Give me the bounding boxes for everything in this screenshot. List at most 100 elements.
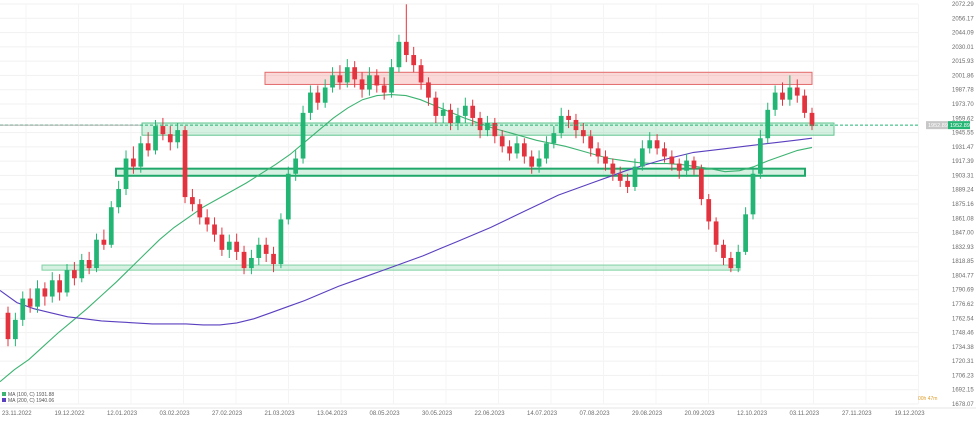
candle <box>426 77 431 106</box>
candle-body <box>558 115 564 134</box>
candle <box>293 150 299 181</box>
candle <box>610 158 616 181</box>
candle-body <box>145 143 151 151</box>
candle-body <box>477 117 483 131</box>
zone-support-2 <box>115 167 806 177</box>
candle <box>462 97 468 124</box>
candle <box>49 272 55 303</box>
candle <box>308 85 313 120</box>
candle <box>145 132 151 157</box>
candle <box>337 65 343 90</box>
candle <box>249 249 254 275</box>
y-tick-label: 1734.38 <box>952 345 974 351</box>
candle <box>706 194 712 230</box>
candle-body <box>271 253 276 265</box>
candle <box>403 4 409 63</box>
candle-body <box>160 126 166 135</box>
candle-body <box>359 79 365 90</box>
candle-body <box>396 41 402 68</box>
y-tick-label: 1875.16 <box>952 202 974 208</box>
candle-body <box>352 67 358 80</box>
candle-body <box>735 251 741 269</box>
y-tick-label: 1720.31 <box>952 359 974 365</box>
candle-body <box>249 257 254 269</box>
candle <box>647 132 653 154</box>
moving-average-lines <box>0 94 813 383</box>
x-tick-label: 27.11.2023 <box>842 411 872 417</box>
ma100-line <box>0 94 813 383</box>
candle <box>765 102 771 144</box>
candle-body <box>492 123 498 137</box>
candle <box>588 130 594 157</box>
x-tick-label: 03.02.2023 <box>160 411 191 417</box>
x-tick-label: 12.01.2023 <box>107 411 138 417</box>
candle-body <box>536 158 542 167</box>
y-tick-label: 1692.15 <box>952 388 974 394</box>
candle-body <box>308 92 313 113</box>
x-axis: 23.11.2022 19.12.2022 12.01.2023 03.02.2023… <box>0 407 976 417</box>
candle-body <box>521 143 527 157</box>
candle <box>654 134 660 155</box>
candle <box>175 123 181 149</box>
y-tick-label: 1818.85 <box>952 259 974 265</box>
candle <box>728 251 734 273</box>
y-tick-label: 2001.86 <box>952 73 974 79</box>
candle-body <box>433 97 439 116</box>
candle-body <box>42 288 48 297</box>
y-tick-label: 1678.07 <box>952 402 974 408</box>
candle-body <box>27 298 33 307</box>
candle <box>544 136 549 164</box>
x-tick-label: 21.03.2023 <box>265 411 296 417</box>
candle <box>300 105 306 164</box>
candle-body <box>684 160 689 171</box>
candle <box>330 67 335 93</box>
candle <box>809 107 815 131</box>
candle-body <box>13 319 18 340</box>
candle <box>735 244 741 273</box>
candle <box>521 138 527 164</box>
ma200-line <box>0 137 813 326</box>
y-tick-label: 1973.70 <box>952 102 974 108</box>
candle-body <box>676 163 682 171</box>
candle-body <box>411 55 417 66</box>
candle <box>94 233 99 273</box>
candle <box>271 246 276 273</box>
candle <box>278 213 284 269</box>
x-tick-label: 20.09.2023 <box>685 411 716 417</box>
candle-body <box>698 168 704 200</box>
legend-swatch <box>2 398 6 402</box>
candle-body <box>809 112 815 127</box>
candle-body <box>426 82 431 98</box>
candle <box>470 99 476 127</box>
candle-body <box>470 105 476 118</box>
candle <box>263 237 269 263</box>
candle-body <box>566 115 571 120</box>
candle-body <box>706 199 712 222</box>
candle-body <box>403 41 409 56</box>
candle <box>344 59 350 88</box>
candle-body <box>787 87 793 100</box>
y-tick-label: 1832.93 <box>952 245 974 251</box>
candle-body <box>241 251 247 269</box>
candle-body <box>322 87 328 103</box>
candle <box>794 79 800 103</box>
candle-body <box>263 244 269 254</box>
candle <box>529 150 535 174</box>
grid-lines <box>0 3 919 405</box>
y-tick-label: 2056.17 <box>952 16 974 22</box>
candle <box>153 119 158 155</box>
candle-body <box>35 288 40 307</box>
candle-body <box>5 312 11 340</box>
x-tick-label: 03.11.2023 <box>790 411 820 417</box>
candle-body <box>669 156 675 164</box>
candle <box>123 150 129 196</box>
candle <box>241 245 247 275</box>
candle <box>743 207 748 255</box>
candle-body <box>153 126 158 151</box>
candle <box>101 229 107 250</box>
y-tick-label: 1861.08 <box>952 216 974 222</box>
candle <box>536 150 542 173</box>
candle-body <box>389 67 394 93</box>
x-tick-label: 23.11.2022 <box>2 411 32 417</box>
